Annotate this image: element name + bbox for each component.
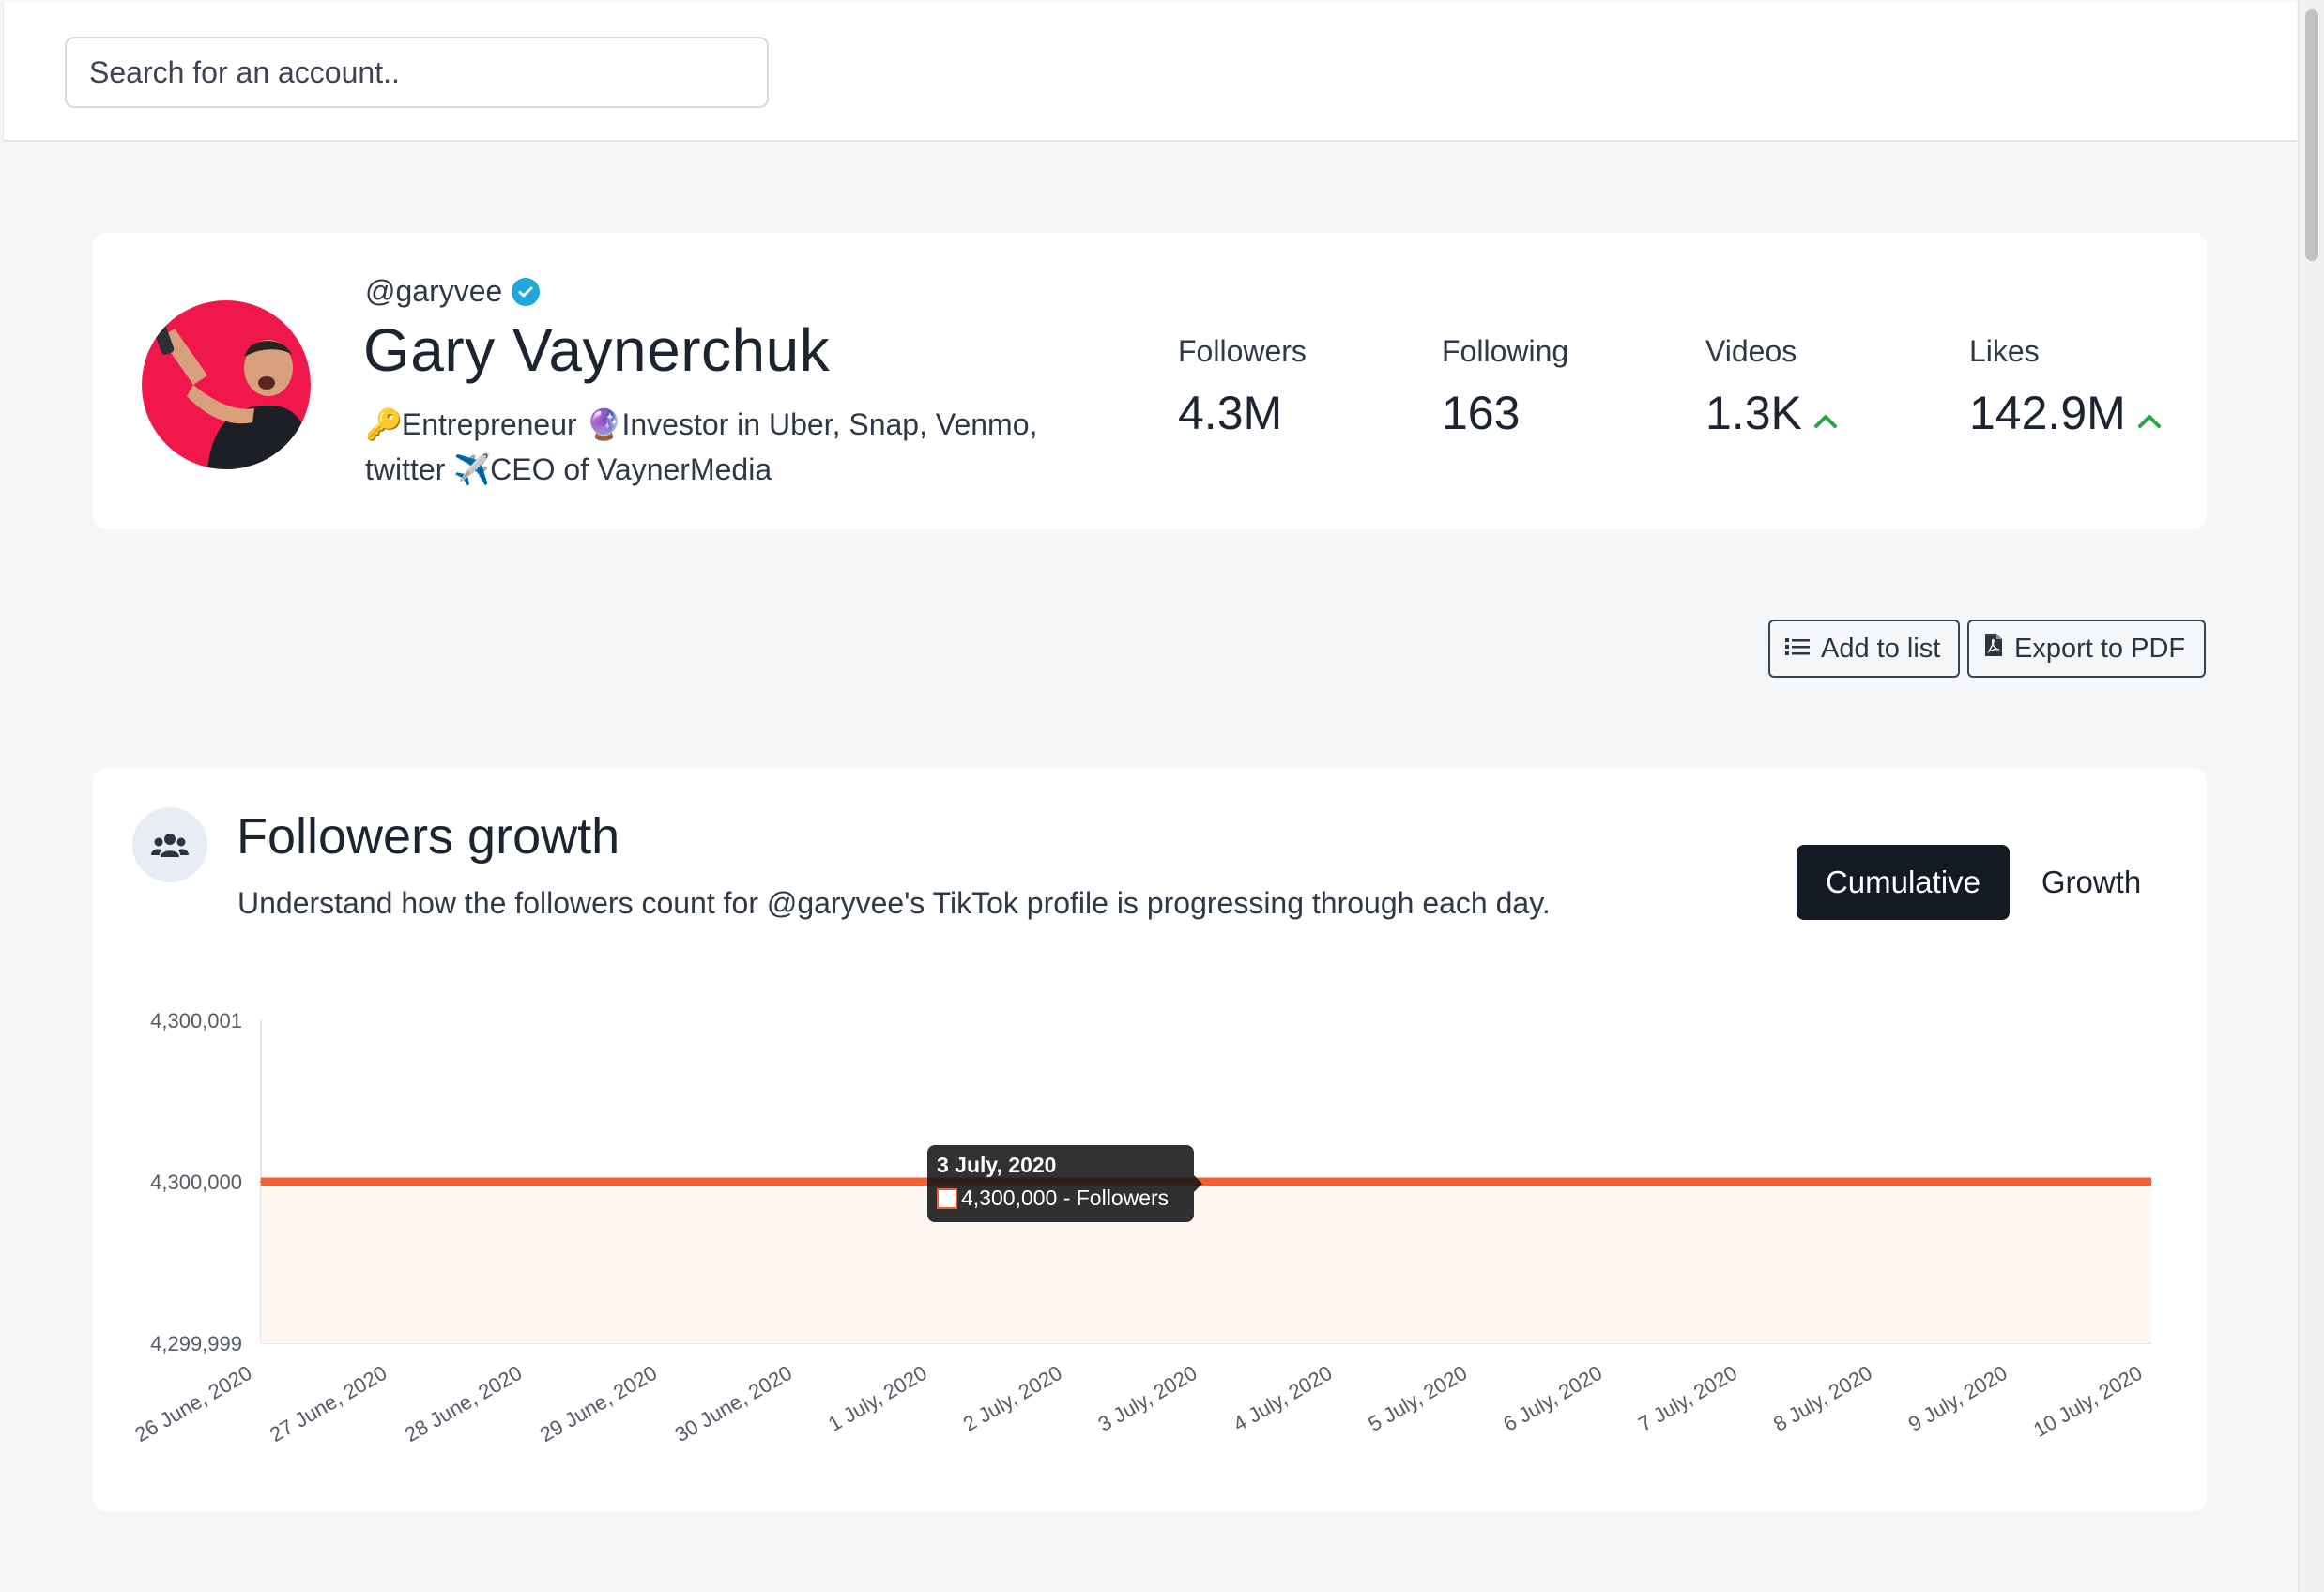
stat-value: 163 [1442,387,1521,439]
tooltip-value: 4,300,000 - Followers [961,1186,1170,1210]
add-to-list-button[interactable]: Add to list [1768,620,1960,678]
x-tick-label: 8 July, 2020 [1769,1361,1876,1436]
handle-row: @garyvee [365,274,541,309]
data-point [1205,1181,1207,1183]
stat-value-wrap: 163 [1442,386,1568,440]
stat-value: 4.3M [1178,387,1283,439]
x-tick-label: 6 July, 2020 [1499,1361,1606,1436]
data-point [665,1181,667,1183]
export-pdf-button[interactable]: Export to PDF [1967,620,2206,678]
x-tick-label: 7 July, 2020 [1634,1361,1741,1436]
page-scrollbar[interactable] [2298,0,2324,1592]
chart-tooltip: 3 July, 2020 4,300,000 - Followers [927,1145,1202,1222]
stat-following: Following 163 [1442,334,1568,440]
x-tick-label: 29 June, 2020 [536,1361,661,1447]
tooltip-caret [1194,1175,1202,1192]
stat-value-wrap: 4.3M [1178,386,1307,440]
profile-handle: @garyvee [365,274,503,308]
verified-check-icon [512,277,541,306]
chart-title: Followers growth [237,808,620,865]
profile-name: Gary Vaynerchuk [363,316,831,384]
bio-text-3: twitter [365,452,446,486]
stat-likes: Likes 142.9M [1969,334,2162,440]
list-icon [1785,634,1810,665]
stat-label: Likes [1969,334,2040,368]
followers-growth-card: Followers growth Understand how the foll… [93,768,2207,1511]
users-group-icon [132,807,207,882]
top-bar [3,2,2297,142]
y-tick-label: 4,300,001 [150,1009,242,1033]
bio-text-2: Investor in Uber, Snap, Venmo, [621,407,1038,441]
series-swatch [937,1187,957,1209]
x-tick-label: 1 July, 2020 [824,1361,931,1436]
data-point [2150,1181,2152,1183]
bio-text-1: Entrepreneur [401,407,577,441]
stat-value: 1.3K [1705,387,1802,439]
data-point [800,1181,803,1183]
x-tick-label: 9 July, 2020 [1904,1361,2011,1436]
add-to-list-label: Add to list [1821,633,1941,664]
key-icon: 🔑 [365,407,403,441]
stat-label: Followers [1178,334,1307,368]
trend-up-icon [2137,386,2162,440]
stat-videos: Videos 1.3K [1705,334,1838,440]
tooltip-title: 3 July, 2020 [937,1153,1057,1177]
data-point [394,1181,397,1183]
search-input[interactable] [65,37,769,108]
x-tick-label: 3 July, 2020 [1094,1361,1201,1436]
trend-up-icon [1813,386,1838,440]
x-tick-label: 26 June, 2020 [130,1361,255,1447]
x-tick-label: 10 July, 2020 [2029,1361,2146,1442]
data-point [1745,1181,1748,1183]
x-tick-label: 2 July, 2020 [959,1361,1066,1436]
avatar [142,300,311,469]
bio-text-4: CEO of VaynerMedia [490,452,772,486]
data-point [2015,1181,2018,1183]
stat-followers: Followers 4.3M [1178,334,1307,440]
data-point [1475,1181,1477,1183]
stat-value-wrap: 1.3K [1705,386,1838,440]
airplane-icon: ✈️ [453,452,492,486]
pdf-file-icon [1984,633,2003,665]
data-point [1339,1181,1342,1183]
data-point [529,1181,532,1183]
y-tick-label: 4,299,999 [150,1332,242,1355]
stat-value-wrap: 142.9M [1969,386,2162,440]
x-tick-label: 5 July, 2020 [1364,1361,1471,1436]
profile-bio: 🔑 Entrepreneur 🔮 Investor in Uber, Snap,… [365,402,1097,492]
data-point [1610,1181,1613,1183]
data-point [1880,1181,1883,1183]
x-tick-label: 4 July, 2020 [1230,1361,1337,1436]
stat-label: Videos [1705,334,1797,368]
tooltip-row: 4,300,000 - Followers [937,1186,1185,1211]
x-tick-label: 28 June, 2020 [401,1361,526,1447]
x-tick-label: 27 June, 2020 [266,1361,390,1447]
x-tick-label: 30 June, 2020 [671,1361,796,1447]
growth-toggle[interactable]: Growth [2021,845,2162,920]
followers-line-chart[interactable]: 4,300,001 4,300,000 4,299,999 26 June, 2020… [93,768,2207,1511]
stat-label: Following [1442,334,1569,368]
profile-card: @garyvee Gary Vaynerchuk 🔑 Entrepreneur … [93,233,2207,529]
crystal-ball-icon: 🔮 [585,407,623,441]
export-pdf-label: Export to PDF [2014,633,2186,664]
stat-value: 142.9M [1969,387,2126,439]
y-tick-label: 4,300,000 [150,1171,242,1194]
data-point [260,1181,262,1183]
scrollbar-thumb[interactable] [2305,9,2318,261]
chart-subtitle: Understand how the followers count for @… [237,886,1551,920]
cumulative-toggle[interactable]: Cumulative [1797,845,2010,920]
series-area-followers [261,1182,2151,1343]
